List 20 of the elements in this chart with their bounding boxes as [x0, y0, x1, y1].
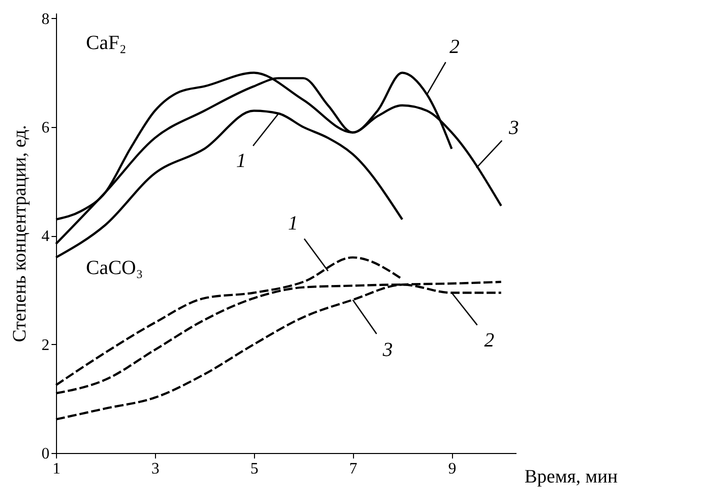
- annotation: CaCO₃: [86, 257, 143, 279]
- y-tick-label: 6: [42, 120, 50, 137]
- y-tick-label: 2: [42, 336, 50, 354]
- y-tick-label: 8: [42, 10, 50, 28]
- annotation: 3: [382, 338, 393, 361]
- y-tick-label: 4: [42, 228, 50, 246]
- annotation: CaF₂: [86, 32, 126, 54]
- y-axis-title: Степень концентрации, ед.: [10, 124, 30, 342]
- x-tick-label: 9: [448, 460, 456, 478]
- x-tick-label: 3: [151, 460, 160, 478]
- y-tick-label: 0: [42, 446, 50, 462]
- annotation: 2: [484, 329, 494, 352]
- annotation: 1: [236, 150, 246, 172]
- x-tick-label: 1: [52, 460, 60, 478]
- x-tick-label: 5: [250, 460, 258, 478]
- x-tick-label: 7: [349, 460, 358, 478]
- x-axis-title: Время, мин: [524, 466, 618, 488]
- annotation: 3: [508, 116, 519, 139]
- annotation: 2: [449, 36, 460, 58]
- annotation: 1: [288, 212, 298, 235]
